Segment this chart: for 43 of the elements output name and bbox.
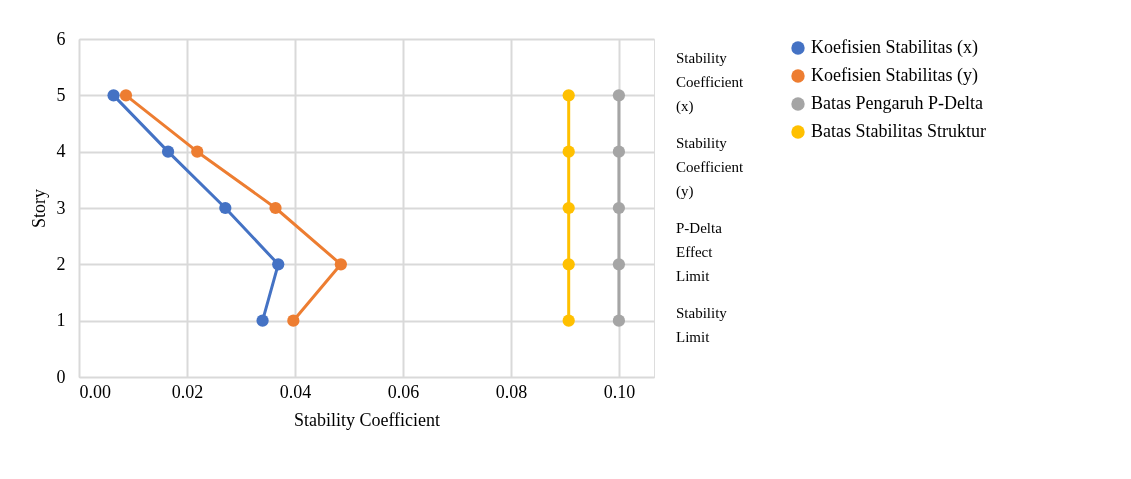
text: Stability Limit (676, 305, 728, 345)
y-tick-label: 6 (56, 28, 66, 49)
y-tick-label: 4 (56, 141, 66, 162)
point (562, 89, 575, 102)
point (562, 314, 575, 327)
point (612, 89, 626, 102)
text: Stability Coefficient (y) (676, 135, 745, 200)
x-tick-label: 0.08 (495, 381, 528, 402)
point (562, 258, 575, 271)
y-tick-label: 3 (56, 197, 66, 218)
legend-label: Koefisien Stabilitas (x) (811, 37, 978, 58)
y-tick-label: 0 (56, 366, 66, 387)
point (272, 258, 285, 271)
y-tick-label: 5 (56, 84, 66, 105)
point (119, 89, 133, 102)
x-tick-label: 0.06 (387, 381, 420, 402)
y-tick-label: 1 (56, 310, 66, 331)
y-tick-label: 2 (56, 253, 66, 274)
legend-label: Batas Stabilitas Struktur (811, 121, 986, 141)
text: Stability Coefficient (x) (676, 50, 745, 115)
point (612, 201, 626, 215)
x-tick-label: 0.02 (171, 381, 204, 402)
point (161, 145, 175, 158)
point (334, 258, 347, 271)
point (107, 89, 120, 102)
point (612, 145, 626, 158)
x-tick-label: 0.10 (603, 381, 636, 402)
point (562, 145, 575, 158)
point (612, 258, 626, 271)
point (219, 201, 232, 215)
y-axis-title: Story (28, 188, 49, 229)
point (269, 201, 282, 215)
x-tick-label: 0.00 (79, 381, 111, 402)
point (287, 314, 300, 327)
point (191, 145, 204, 158)
legend-label: Batas Pengaruh P-Delta (811, 93, 983, 113)
x-tick-label: 0.04 (279, 381, 312, 402)
x-axis-title: Stability Coefficient (293, 409, 441, 430)
point (612, 314, 626, 327)
text: P-Delta Effect Limit (676, 220, 723, 284)
legend-label: Koefisien Stabilitas (y) (811, 65, 978, 86)
point (562, 201, 575, 215)
point (256, 314, 269, 327)
